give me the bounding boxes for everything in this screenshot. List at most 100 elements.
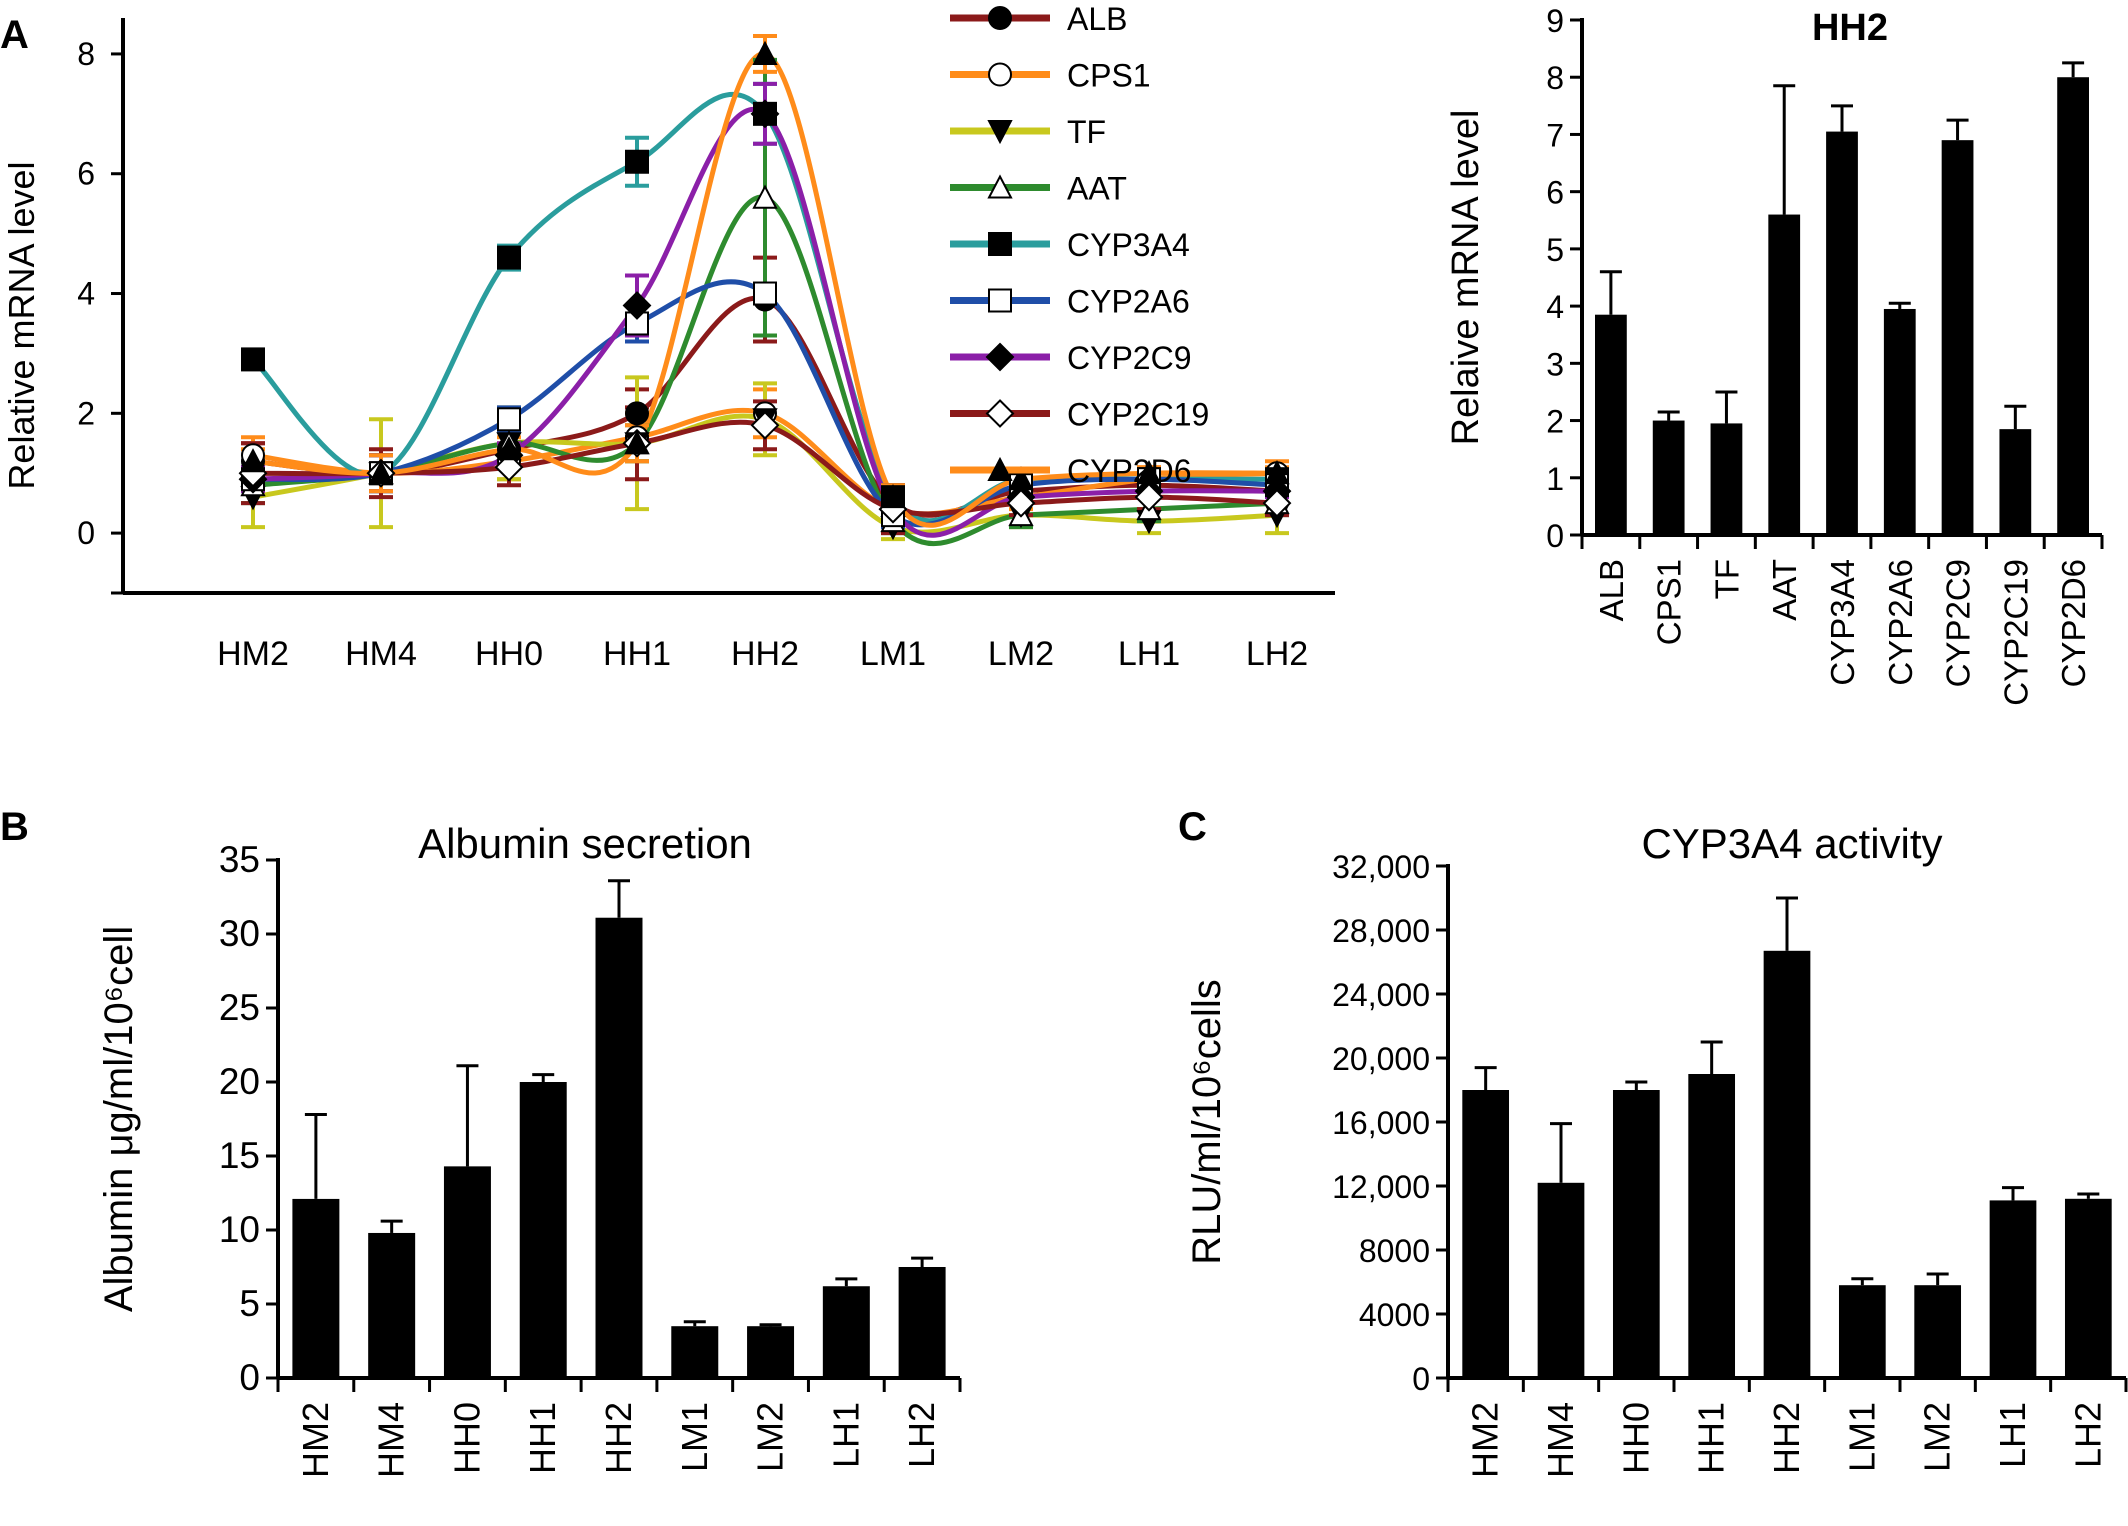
bar [747, 1326, 795, 1378]
plot-a-hh2-bar-chart: 0 1 2 3 4 5 6 7 8 9 ALB CPS1 TF AAT CYP3A4 CYP2A6 CYP2C9… [1445, 3, 2104, 706]
bar [1989, 1200, 2037, 1378]
bar [1612, 1090, 1660, 1378]
y-tick-label: 12,000 [1332, 1169, 1430, 1205]
data-point [625, 401, 649, 426]
x-tick-label: HH1 [1691, 1402, 1732, 1474]
legend-marker [987, 174, 1013, 199]
x-tick-label: HM2 [217, 635, 289, 673]
bar [2057, 77, 2089, 535]
data-point [752, 184, 778, 209]
bar [443, 1166, 491, 1378]
x-tick-label: AAT [1766, 559, 1803, 621]
bar [595, 917, 643, 1378]
bar [1941, 140, 1974, 535]
y-tick-label: 30 [219, 913, 260, 954]
data-point [240, 448, 266, 473]
legend-label: AAT [1067, 171, 1127, 207]
x-tick-label: LH1 [1992, 1402, 2033, 1468]
legend-label: CYP2C19 [1067, 397, 1209, 433]
bar [822, 1286, 870, 1378]
y-tick-label: 16,000 [1332, 1105, 1430, 1141]
legend-label: CYP3A4 [1067, 227, 1190, 263]
data-point [1264, 460, 1290, 485]
x-tick-label: LH2 [1246, 635, 1308, 673]
bar [1710, 423, 1743, 535]
bar [1688, 1074, 1736, 1378]
data-point [1134, 482, 1164, 512]
y-tick-label: 0 [1546, 518, 1564, 554]
bar [368, 1232, 416, 1378]
y-tick-label: 4 [1546, 289, 1564, 325]
x-tick-label: HM4 [371, 1402, 412, 1478]
legend-marker [988, 232, 1012, 256]
legend-label: CYP2A6 [1067, 284, 1190, 320]
legend-marker [987, 120, 1013, 145]
legend-marker [988, 288, 1012, 313]
x-tick-label: LH2 [901, 1402, 942, 1468]
data-point [880, 484, 906, 509]
y-tick-label: 8 [1546, 60, 1564, 96]
x-tick-label: HH0 [1615, 1402, 1656, 1474]
y-tick-label: 32,000 [1332, 849, 1430, 885]
legend-label: CPS1 [1067, 58, 1151, 94]
legend-label: CYP2D6 [1067, 453, 1192, 489]
y-tick-label: 4000 [1359, 1297, 1430, 1333]
x-tick-label: CYP2D6 [2055, 559, 2092, 687]
x-tick-label: LM1 [1841, 1402, 1882, 1472]
y-tick-label: 5 [239, 1283, 260, 1324]
data-point [1006, 488, 1036, 518]
x-tick-label: CYP2C19 [1997, 559, 2034, 706]
y-tick-label: 5 [1546, 232, 1564, 268]
legend-label: ALB [1067, 1, 1127, 37]
legend-marker [988, 62, 1012, 87]
bar [1999, 429, 2032, 535]
y-tick-label: 0 [1412, 1361, 1430, 1397]
bar [671, 1326, 719, 1378]
y-tick-label: 8 [77, 36, 95, 72]
x-tick-label: HH1 [522, 1402, 563, 1474]
legend-marker [985, 399, 1015, 428]
y-axis-label: Relaive mRNA level [1445, 110, 1487, 446]
y-axis-label: Albumin μg/ml/10⁶cell [97, 926, 141, 1312]
x-tick-label: HH2 [1766, 1402, 1807, 1474]
y-tick-label: 1 [1546, 461, 1564, 497]
y-tick-label: 4 [77, 276, 95, 312]
data-point [496, 436, 522, 461]
plot-a-line-chart: 0 2 4 6 8 HM2 HM4 HH0 HH1 HH2 LM1 LM2 LH1 LH2 Relative… [1, 1, 1335, 673]
x-tick-label: CYP3A4 [1824, 559, 1861, 686]
y-axis-label: Relative mRNA level [1, 161, 42, 489]
x-tick-label: CPS1 [1651, 559, 1688, 645]
bar [1537, 1182, 1585, 1378]
bar [1595, 314, 1627, 535]
legend-label: CYP2C9 [1067, 340, 1192, 376]
data-point [497, 245, 521, 270]
y-tick-label: 6 [1546, 175, 1564, 211]
x-tick-label: HM4 [345, 635, 417, 673]
data-point [497, 407, 521, 432]
chart-title: Albumin secretion [418, 820, 752, 867]
bar [1883, 308, 1916, 535]
x-tick-label: LH1 [1118, 635, 1180, 673]
bar [1652, 420, 1685, 535]
bar [1838, 1285, 1886, 1378]
data-point [368, 460, 394, 485]
panel-label-b: B [0, 805, 29, 849]
bar [1462, 1090, 1510, 1378]
data-point [622, 291, 652, 320]
x-tick-label: LM2 [1917, 1402, 1958, 1472]
legend-marker [987, 456, 1013, 481]
x-tick-label: HH0 [475, 635, 543, 673]
x-tick-label: HH2 [598, 1402, 639, 1474]
y-tick-label: 24,000 [1332, 977, 1430, 1013]
y-tick-label: 0 [77, 515, 95, 551]
y-tick-label: 35 [219, 839, 260, 880]
y-tick-label: 0 [239, 1357, 260, 1398]
bar [292, 1198, 340, 1378]
y-axis-label: RLU/ml/10⁶cells [1185, 979, 1229, 1264]
legend-marker [985, 342, 1015, 372]
data-point [750, 410, 780, 440]
legend-marker [988, 6, 1012, 30]
panel-label-a: A [0, 13, 29, 57]
x-tick-label: HH2 [731, 635, 799, 673]
